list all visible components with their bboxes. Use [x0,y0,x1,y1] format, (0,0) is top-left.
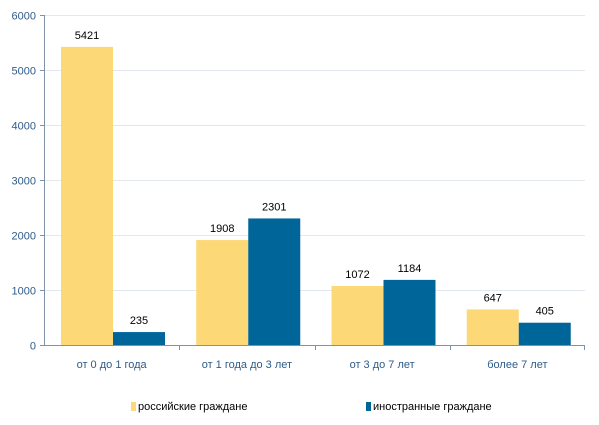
x-tick-label: от 1 года до 3 лет [202,359,292,371]
data-label: 235 [130,315,148,327]
bar [466,309,519,345]
gridlines [44,15,585,291]
data-label: 2301 [262,201,286,213]
bar [248,218,301,345]
legend: российские граждане иностранные граждане [131,401,492,413]
axes: 0 1000 2000 3000 4000 5000 6000 от 0 до 1 года о… [12,11,585,371]
x-tick-label: от 3 до 7 лет [350,359,415,371]
data-label: 647 [484,292,502,304]
legend-swatch [131,402,136,411]
y-tick-label: 1000 [12,286,36,298]
data-label: 1072 [345,269,369,281]
bar [331,286,384,345]
legend-swatch [366,402,371,411]
legend-label: иностранные граждане [373,401,492,413]
bar [383,279,436,345]
y-tick-label: 4000 [12,121,36,133]
data-label: 1184 [398,263,422,275]
y-tick-label: 0 [30,341,36,353]
y-tick-label: 3000 [12,176,36,188]
data-label: 5421 [75,30,99,42]
x-tick-label: от 0 до 1 года [77,359,148,371]
bars [61,46,571,345]
data-label: 1908 [210,223,234,235]
y-tick-label: 2000 [12,231,36,243]
y-tick-label: 6000 [12,11,36,23]
x-tick-label: более 7 лет [487,359,547,371]
bar [196,240,249,345]
bar [518,322,571,345]
legend-label: российские граждане [138,401,248,413]
bar [61,46,113,345]
data-labels: 5421 235 1908 2301 1072 1184 647 405 [75,30,554,327]
data-label: 405 [536,306,554,318]
y-tick-label: 5000 [12,66,36,78]
bar [113,332,165,345]
